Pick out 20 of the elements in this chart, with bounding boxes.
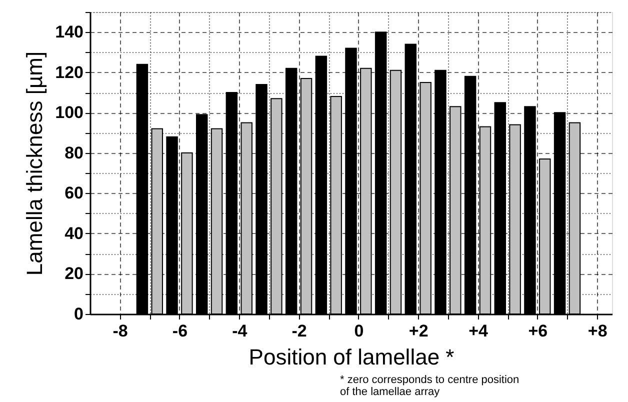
x-axis-title: Position of lamellae *	[248, 344, 455, 370]
y-axis-title: Lamella thickness [µm]	[22, 51, 48, 276]
y-tick-label: 60	[64, 184, 84, 203]
x-tick-label: +2	[408, 322, 428, 340]
x-tick-label: +6	[528, 322, 548, 340]
x-tick-label: -4	[232, 322, 248, 340]
x-tick-label: +8	[588, 322, 608, 340]
x-tick-label: +4	[468, 322, 489, 340]
x-tick-label: 0	[354, 322, 364, 340]
y-tick-label: 20	[64, 264, 84, 284]
text: * zero corresponds to centre position of the lamellae array	[340, 374, 520, 398]
y-tick-label: 80	[64, 143, 84, 162]
y-tick-label: 140	[55, 22, 84, 42]
y-tick-label: 120	[55, 62, 84, 82]
x-tick-label: -6	[172, 322, 188, 340]
y-tick-label: 0	[74, 304, 84, 324]
y-tick-label: 40	[64, 224, 84, 243]
y-tick-label: 100	[55, 103, 84, 122]
x-tick-label: -8	[112, 322, 128, 340]
x-tick-label: -2	[292, 322, 307, 340]
